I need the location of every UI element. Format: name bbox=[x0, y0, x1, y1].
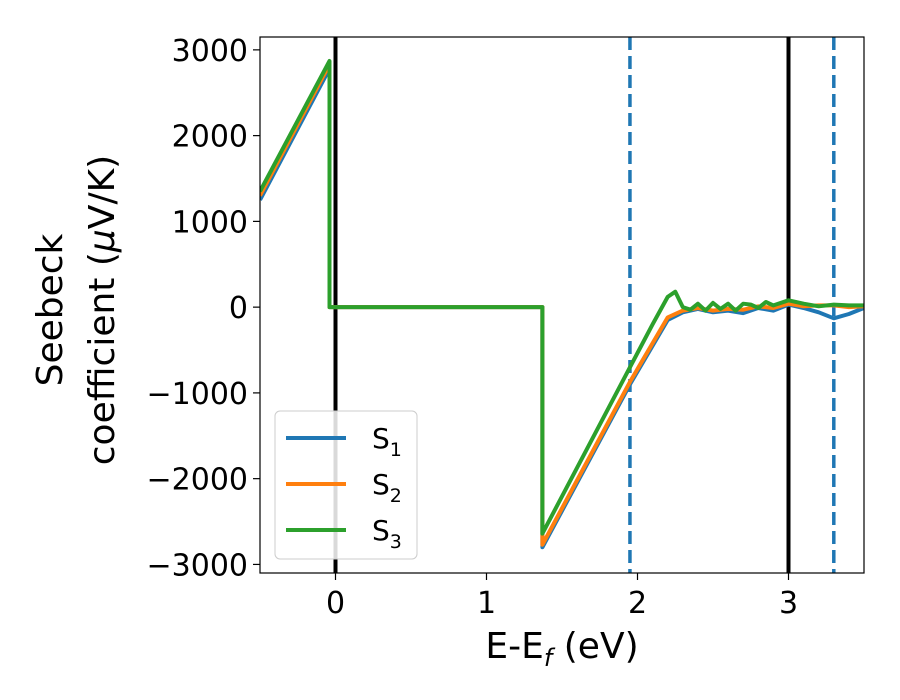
legend: S1 S2 S3 bbox=[274, 410, 418, 560]
y-axis-title-line1: Seebeck bbox=[30, 233, 71, 386]
x-axis-title-unit: (eV) bbox=[552, 626, 638, 667]
plot-frame bbox=[259, 36, 865, 574]
y-axis: 3000 2000 1000 0 −1000 −2000 −3000 bbox=[147, 34, 260, 583]
y-tick-label: 3000 bbox=[172, 34, 248, 69]
y-tick-label: 1000 bbox=[172, 205, 248, 240]
x-axis-title-main: E-E bbox=[485, 626, 543, 667]
x-tick-label: 2 bbox=[628, 586, 647, 621]
y-tick-label: −1000 bbox=[147, 377, 248, 412]
y-axis-title-text: coefficient ( bbox=[82, 252, 123, 465]
y-axis-title-line2: coefficient (μV/K) bbox=[82, 155, 123, 465]
x-axis: 0 1 2 3 bbox=[326, 573, 798, 621]
x-tick-label: 1 bbox=[477, 586, 496, 621]
legend-label-s2: S2 bbox=[372, 468, 402, 507]
y-tick-label: −3000 bbox=[147, 548, 248, 583]
x-axis-title: E-Ef (eV) bbox=[485, 626, 638, 672]
legend-label-s3: S3 bbox=[372, 514, 402, 553]
y-tick-label: 0 bbox=[229, 291, 248, 326]
y-axis-title-mu: μ bbox=[82, 229, 123, 253]
legend-label-s1: S1 bbox=[372, 422, 402, 461]
series-line-s3 bbox=[260, 59, 864, 536]
y-tick-label: 2000 bbox=[172, 120, 248, 155]
series-lines bbox=[260, 59, 864, 550]
x-tick-label: 0 bbox=[326, 586, 345, 621]
y-tick-label: −2000 bbox=[147, 463, 248, 498]
x-tick-label: 3 bbox=[779, 586, 798, 621]
y-axis-title-unit: V/K) bbox=[82, 155, 123, 229]
y-axis-title: Seebeck coefficient (μV/K) bbox=[30, 155, 123, 465]
